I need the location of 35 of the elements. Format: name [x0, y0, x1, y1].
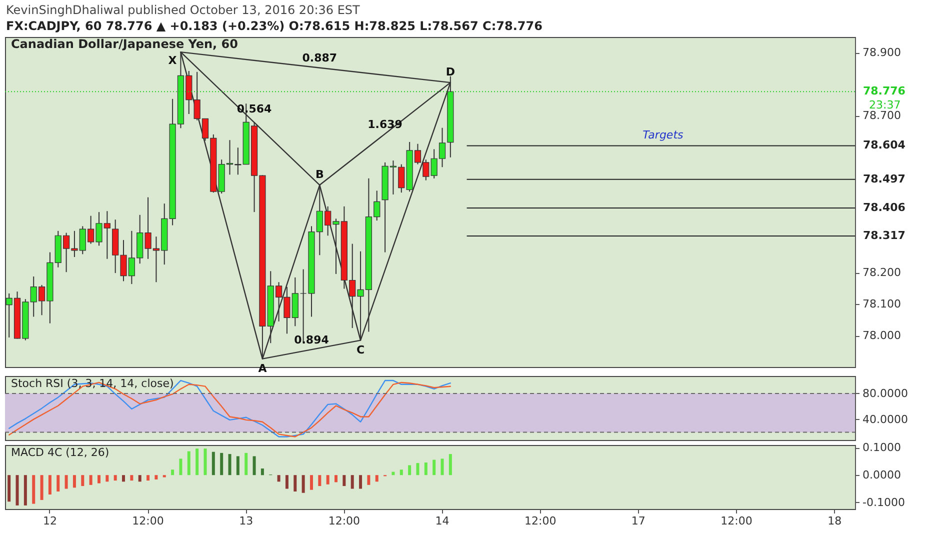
annotation: X — [168, 54, 178, 68]
y-tick-label: 78.000 — [862, 329, 901, 342]
annotation: C — [356, 343, 365, 356]
annotation: D — [446, 66, 456, 79]
text: KevinSinghDhaliwal published October 13, 2016 20:36 EST — [6, 2, 361, 18]
annotation: B — [315, 168, 324, 182]
x-tick-label: 12:00 — [328, 514, 360, 528]
x-tick-label: 12 — [42, 514, 57, 528]
y-tick-label: 0.1000 — [862, 441, 901, 454]
y-tick-label: 78.700 — [862, 109, 901, 122]
y-tick-label: 40.0000 — [862, 412, 908, 426]
x-tick-label: 14 — [435, 514, 450, 528]
y-tick-label: -0.1000 — [862, 496, 905, 509]
x-tick-label: 12:00 — [132, 514, 164, 528]
chart-title: MACD 4C (12, 26) — [11, 446, 110, 459]
annotation: 0.887 — [302, 51, 338, 64]
y-tick-label: 0.0000 — [862, 468, 901, 482]
x-tick-label: 12:00 — [524, 514, 556, 528]
x-tick-label: 12:00 — [720, 514, 752, 528]
ref-line-label: 78.317 — [863, 228, 906, 242]
ref-line-label: 78.497 — [863, 172, 906, 186]
ref-line-label: 78.406 — [863, 200, 906, 214]
y-tick-label: 80.0000 — [862, 386, 908, 400]
x-tick-label: 17 — [631, 514, 646, 528]
x-tick-label: 13 — [239, 514, 254, 528]
y-tick-label: 78.900 — [862, 46, 901, 60]
chart-title: Canadian Dollar/Japanese Yen, 60 — [11, 37, 238, 51]
annotation: Targets — [642, 128, 684, 142]
y-tick-label: 78.200 — [862, 266, 901, 280]
x-tick-label: 18 — [828, 514, 842, 528]
y-tick-label: 78.100 — [862, 298, 901, 311]
text: 23:37 — [869, 98, 901, 112]
chart-subtitle: FX:CADJPY, 60 78.776 ▲ +0.183 (+0.23%) O:78.615 H:78.825 L:78.567 C:78.776 — [6, 18, 544, 34]
ref-line-label: 78.776 — [863, 84, 906, 98]
ref-line-label: 78.604 — [863, 138, 906, 152]
